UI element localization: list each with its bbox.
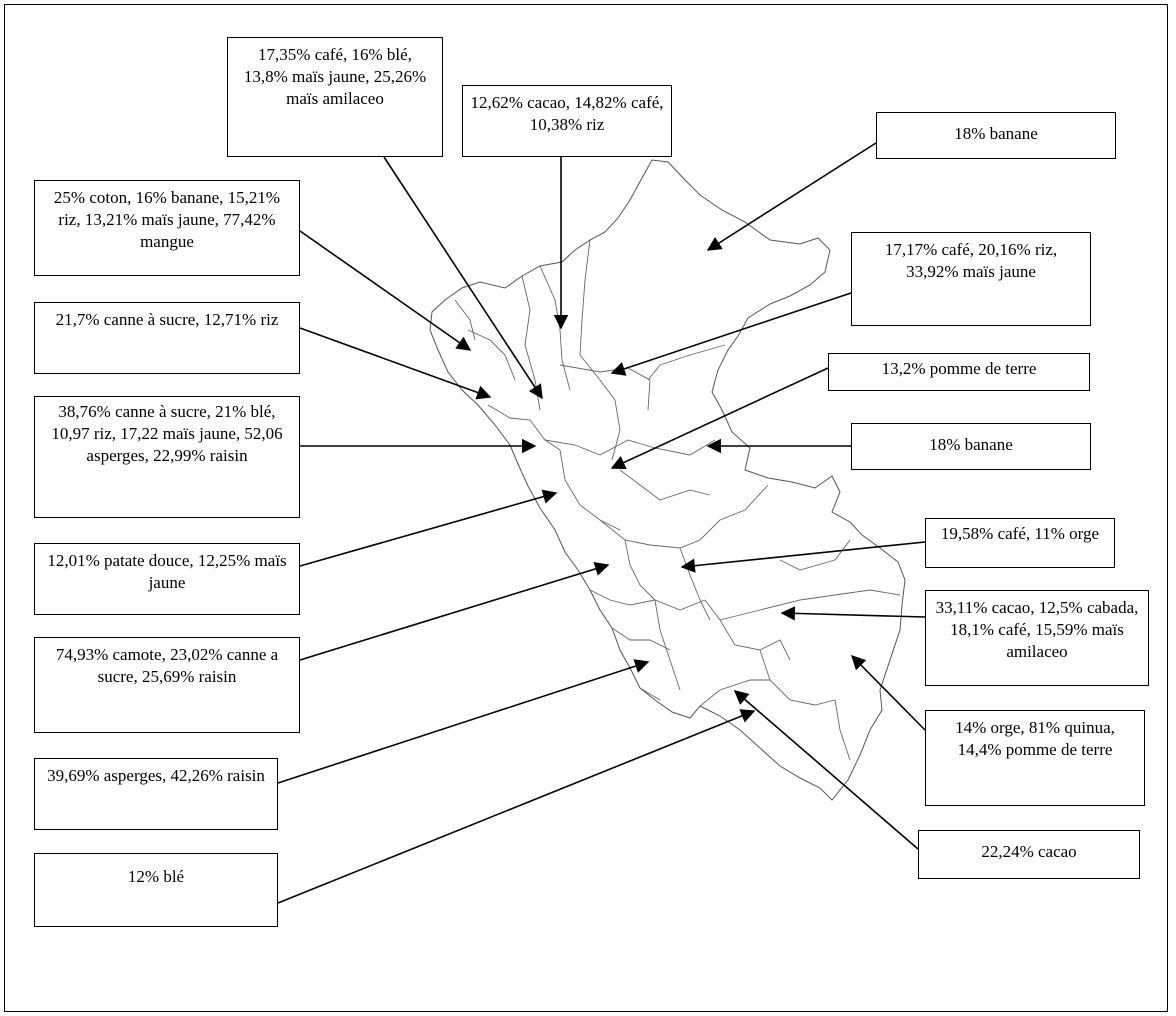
label-box-2: 12,62% cacao, 14,82% café, 10,38% riz — [462, 85, 672, 157]
arrow-7 — [610, 367, 829, 470]
label-box-17: 12% blé — [34, 853, 278, 927]
arrow-13 — [780, 606, 926, 621]
arrow-3 — [706, 142, 877, 251]
arrows — [277, 142, 926, 904]
arrow-1 — [383, 156, 543, 400]
label-box-6: 21,7% canne à sucre, 12,71% riz — [34, 302, 300, 374]
label-box-16: 22,24% cacao — [918, 830, 1140, 879]
peru-outline — [429, 159, 906, 801]
outer-frame — [4, 4, 1168, 1012]
arrow-17 — [277, 709, 756, 904]
label-box-1: 17,35% café, 16% blé, 13,8% maïs jaune, … — [227, 37, 443, 157]
arrow-12 — [299, 561, 610, 661]
arrow-11 — [680, 541, 926, 573]
label-box-14: 14% orge, 81% quinua, 14,4% pomme de ter… — [925, 710, 1145, 806]
arrow-10 — [299, 489, 558, 567]
arrow-14 — [850, 654, 926, 731]
label-box-3: 18% banane — [876, 112, 1116, 159]
region-borders — [454, 239, 901, 761]
arrow-5 — [610, 292, 852, 376]
label-box-8: 38,76% canne à sucre, 21% blé, 10,97 riz… — [34, 396, 300, 518]
label-box-9: 18% banane — [851, 423, 1091, 470]
label-box-12: 74,93% camote, 23,02% canne a sucre, 25,… — [34, 637, 300, 733]
arrow-15 — [277, 659, 650, 784]
label-box-4: 25% coton, 16% banane, 15,21% riz, 13,21… — [34, 180, 300, 276]
label-box-5: 17,17% café, 20,16% riz, 33,92% maïs jau… — [851, 232, 1091, 326]
arrow-16 — [733, 690, 919, 850]
arrow-4 — [299, 230, 472, 351]
label-box-7: 13,2% pomme de terre — [828, 353, 1090, 391]
label-box-11: 19,58% café, 11% orge — [925, 518, 1115, 568]
label-box-15: 39,69% asperges, 42,26% raisin — [34, 758, 278, 830]
label-box-13: 33,11% cacao, 12,5% cabada, 18,1% café, … — [925, 590, 1149, 686]
arrow-6 — [299, 327, 492, 400]
label-box-10: 12,01% patate douce, 12,25% maïs jaune — [34, 543, 300, 615]
